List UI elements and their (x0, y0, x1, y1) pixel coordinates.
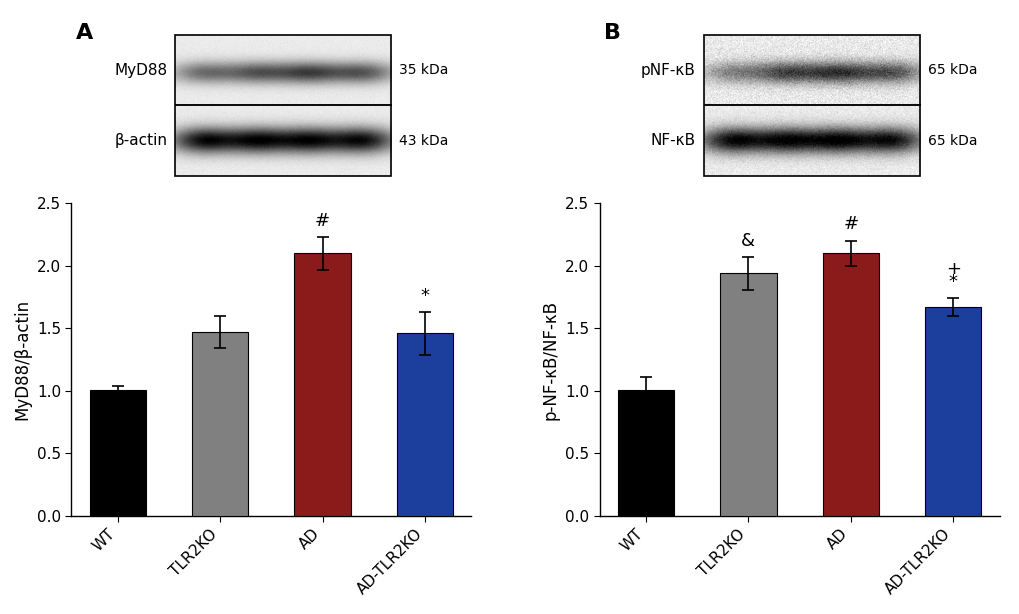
Text: #: # (315, 212, 330, 230)
Bar (719, 273, 775, 516)
Text: &: & (741, 231, 755, 250)
Text: MyD88: MyD88 (114, 63, 167, 78)
Bar (821, 254, 878, 516)
Text: 35 kDa: 35 kDa (399, 63, 448, 77)
Text: *: * (420, 287, 429, 305)
Bar (924, 307, 980, 516)
Text: 43 kDa: 43 kDa (399, 134, 448, 148)
Bar (396, 333, 452, 516)
Text: NF-κB: NF-κB (650, 133, 695, 148)
Text: *: * (948, 273, 957, 291)
Text: A: A (75, 23, 93, 44)
Y-axis label: MyD88/β-actin: MyD88/β-actin (13, 299, 32, 420)
Text: β-actin: β-actin (114, 133, 167, 148)
Text: +: + (945, 260, 960, 278)
Y-axis label: p-NF-κB/NF-κB: p-NF-κB/NF-κB (541, 300, 558, 419)
Text: B: B (603, 23, 620, 44)
Text: 65 kDa: 65 kDa (926, 134, 976, 148)
Text: #: # (843, 216, 858, 233)
Bar (618, 390, 674, 516)
Bar (703, 35, 919, 176)
Bar (294, 254, 351, 516)
Bar (175, 35, 391, 176)
Bar (192, 332, 249, 516)
Bar (90, 390, 146, 516)
Text: pNF-κB: pNF-κB (640, 63, 695, 78)
Text: 65 kDa: 65 kDa (926, 63, 976, 77)
